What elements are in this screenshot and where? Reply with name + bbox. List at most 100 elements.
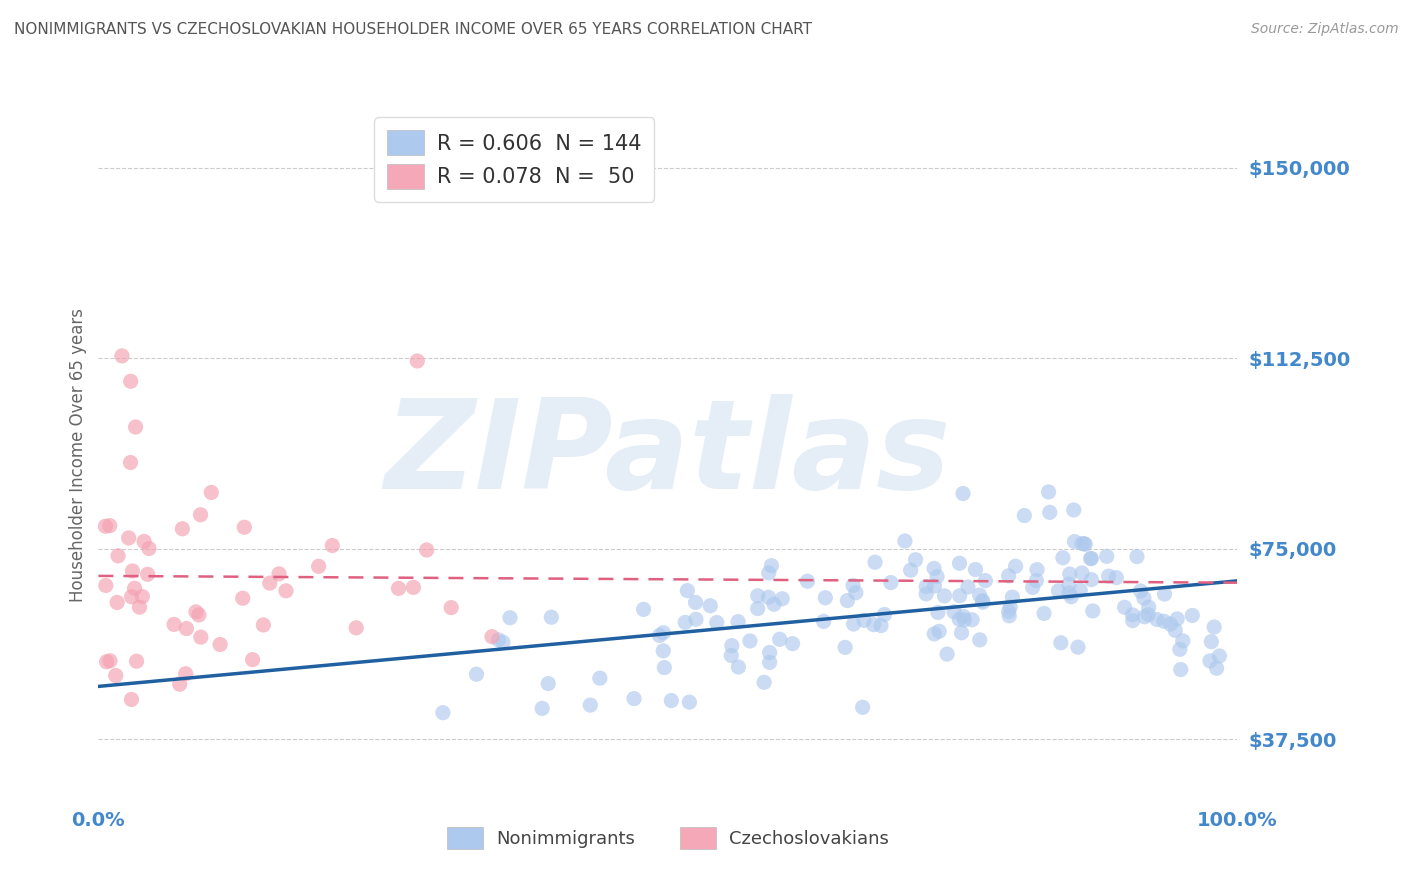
Point <box>589 671 612 685</box>
Point <box>997 605 1019 619</box>
Point <box>1199 654 1222 668</box>
Point <box>904 553 927 567</box>
Point <box>837 593 859 607</box>
Point <box>633 602 655 616</box>
Point <box>537 676 560 690</box>
Point <box>673 615 696 630</box>
Point <box>105 595 128 609</box>
Point <box>579 698 602 712</box>
Point <box>761 558 783 573</box>
Point <box>1047 583 1070 598</box>
Point <box>242 653 264 667</box>
Point <box>481 630 503 644</box>
Point <box>138 541 160 556</box>
Point <box>953 613 976 627</box>
Point <box>758 566 780 580</box>
Point <box>1097 569 1119 583</box>
Point <box>1057 577 1080 591</box>
Point <box>252 618 274 632</box>
Point <box>934 589 956 603</box>
Point <box>118 531 141 545</box>
Point <box>862 617 884 632</box>
Point <box>1071 566 1094 580</box>
Point <box>1170 663 1192 677</box>
Point <box>184 605 207 619</box>
Point <box>1159 617 1181 632</box>
Point <box>1071 536 1094 550</box>
Point <box>1063 534 1085 549</box>
Point <box>972 593 994 607</box>
Point <box>1025 574 1047 588</box>
Point <box>1057 586 1080 600</box>
Point <box>172 522 194 536</box>
Point <box>125 654 148 668</box>
Legend: Nonimmigrants, Czechoslovakians: Nonimmigrants, Czechoslovakians <box>440 820 896 856</box>
Point <box>1181 608 1204 623</box>
Point <box>1021 580 1043 594</box>
Point <box>721 639 744 653</box>
Point <box>1205 661 1227 675</box>
Point <box>720 648 742 663</box>
Point <box>654 660 676 674</box>
Point <box>1129 584 1152 599</box>
Point <box>94 519 117 533</box>
Point <box>915 587 938 601</box>
Point <box>440 600 463 615</box>
Point <box>163 617 186 632</box>
Point <box>121 590 143 604</box>
Point <box>128 600 150 615</box>
Point <box>652 644 675 658</box>
Point <box>927 606 949 620</box>
Point <box>770 591 793 606</box>
Point <box>974 574 997 588</box>
Point <box>873 607 896 622</box>
Point <box>948 556 970 570</box>
Point <box>699 599 721 613</box>
Point <box>813 615 835 629</box>
Point <box>1168 642 1191 657</box>
Point <box>769 632 792 647</box>
Point <box>1095 549 1118 564</box>
Point <box>738 634 761 648</box>
Point <box>950 625 973 640</box>
Point <box>1114 600 1136 615</box>
Point <box>1166 612 1188 626</box>
Point <box>1105 571 1128 585</box>
Point <box>259 576 281 591</box>
Point <box>852 700 875 714</box>
Point <box>727 615 749 629</box>
Point <box>187 607 209 622</box>
Point <box>124 581 146 595</box>
Point <box>209 638 232 652</box>
Point <box>1171 633 1194 648</box>
Point <box>1026 563 1049 577</box>
Point <box>965 562 987 576</box>
Point <box>782 637 804 651</box>
Point <box>1038 484 1060 499</box>
Point <box>190 508 212 522</box>
Point <box>834 640 856 655</box>
Point <box>1000 599 1022 614</box>
Point <box>758 591 780 605</box>
Point <box>659 693 682 707</box>
Point <box>952 486 974 500</box>
Point <box>98 654 121 668</box>
Point <box>540 610 562 624</box>
Point <box>111 349 134 363</box>
Point <box>922 561 945 575</box>
Point <box>943 605 966 619</box>
Point <box>952 609 974 624</box>
Point <box>136 567 159 582</box>
Point <box>94 578 117 592</box>
Point <box>1122 614 1144 628</box>
Point <box>531 701 554 715</box>
Point <box>747 601 769 615</box>
Point <box>120 374 142 388</box>
Y-axis label: Householder Income Over 65 years: Householder Income Over 65 years <box>69 308 87 602</box>
Point <box>969 588 991 602</box>
Point <box>174 666 197 681</box>
Point <box>894 534 917 549</box>
Point <box>1052 550 1074 565</box>
Point <box>200 485 222 500</box>
Point <box>132 534 155 549</box>
